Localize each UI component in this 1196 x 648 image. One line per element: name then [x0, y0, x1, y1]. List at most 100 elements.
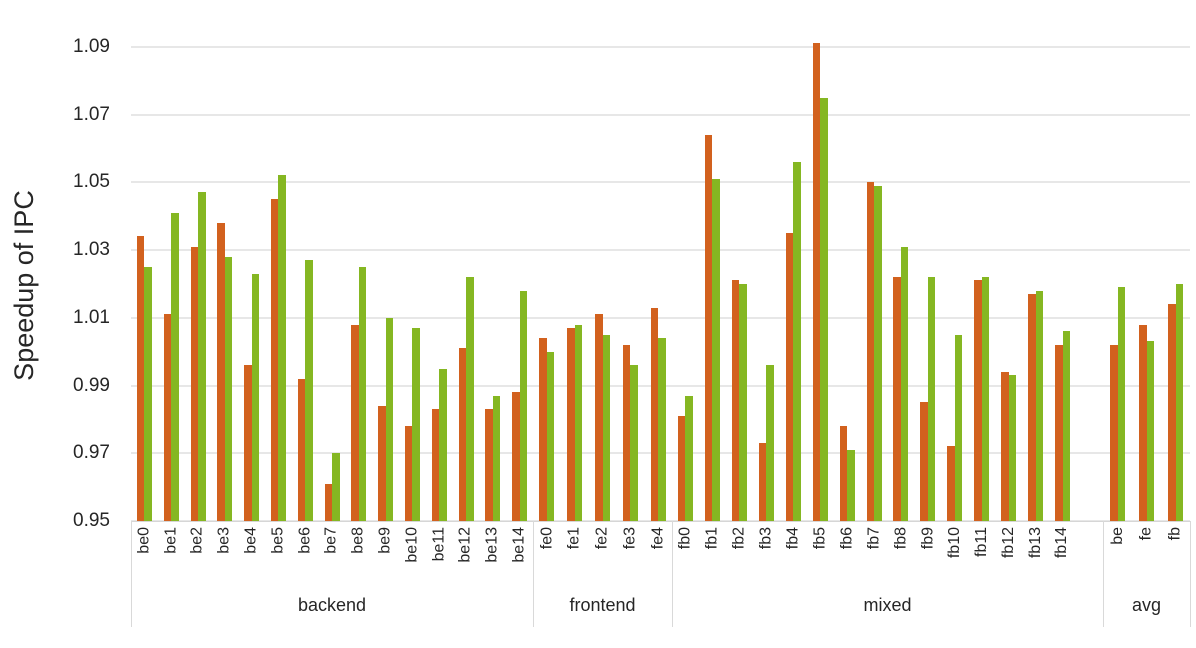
category-label: fb	[1166, 527, 1184, 541]
category-label: be0	[135, 527, 153, 554]
bar-green-fb4	[793, 161, 801, 521]
y-tick-label: 0.99	[73, 374, 110, 396]
bar-orange-be10	[404, 426, 413, 521]
bar-orange-be8	[351, 324, 359, 521]
y-axis-title-text: Speedup of IPC	[8, 189, 39, 381]
bar-orange-be6	[297, 378, 306, 521]
category-label: fb0	[676, 527, 694, 550]
bar-green-fe2	[602, 334, 610, 521]
category-label: be5	[269, 527, 287, 554]
group-separator	[672, 521, 673, 627]
y-tick-label: 1.07	[73, 103, 110, 125]
group-separator	[1190, 521, 1191, 627]
bar-green-fb5	[820, 97, 828, 521]
category-label: be1	[162, 527, 180, 554]
bar-orange-be4	[244, 365, 252, 521]
bar-orange-fb5	[812, 43, 821, 521]
category-label: fb5	[811, 527, 829, 550]
bar-green-be6	[305, 260, 313, 521]
bar-orange-fb4	[785, 233, 794, 521]
group-separator	[1103, 521, 1104, 627]
gridline	[131, 249, 1190, 251]
bar-green-fe0	[546, 351, 555, 521]
bar-green-be3	[224, 256, 233, 521]
bar-green-be13	[492, 395, 501, 521]
category-label: fb13	[1026, 527, 1044, 559]
category-label: fe3	[621, 527, 639, 550]
bar-green-fb2	[739, 283, 747, 521]
bar-green-fb0	[685, 395, 693, 521]
category-label: be	[1108, 527, 1126, 545]
bar-green-fb3	[766, 365, 774, 521]
category-label: fb4	[784, 527, 802, 550]
bar-orange-be9	[378, 405, 386, 521]
bar-orange-fb10	[947, 446, 955, 521]
bar-green-fb12	[1008, 375, 1017, 521]
bar-green-fb11	[981, 277, 990, 521]
category-label: be2	[189, 527, 206, 554]
gridline	[131, 316, 1190, 319]
group-separator	[131, 521, 132, 627]
y-tick-label: 1.01	[73, 306, 110, 328]
category-label: fe1	[565, 527, 583, 550]
x-axis-line	[131, 521, 1190, 522]
bar-green-fb14	[1062, 331, 1071, 521]
category-label: fb10	[945, 527, 963, 559]
category-label: fb2	[730, 527, 748, 550]
bar-green-be14	[519, 290, 528, 521]
y-tick-label: 1.05	[73, 171, 110, 193]
bar-orange-fb14	[1055, 344, 1063, 521]
bar-orange-fb8	[893, 277, 901, 521]
bar-green-be4	[251, 273, 260, 521]
bar-green-be2	[198, 192, 206, 521]
category-label: be3	[215, 527, 233, 554]
category-label: be10	[403, 527, 421, 563]
bar-orange-be7	[324, 483, 332, 521]
category-label: be13	[483, 527, 501, 563]
category-label: be7	[323, 527, 340, 554]
bar-green-fb8	[900, 246, 909, 521]
category-label: be6	[296, 527, 314, 554]
bar-orange-fe2	[595, 314, 603, 521]
category-label: fb3	[757, 527, 775, 550]
bar-orange-fb1	[704, 134, 713, 521]
bar-orange-fb6	[839, 426, 848, 521]
category-label: fe0	[537, 527, 555, 550]
bar-orange-fe4	[650, 307, 659, 521]
bar-orange-be12	[458, 348, 466, 521]
category-label: fe4	[649, 527, 667, 550]
bar-orange-be3	[217, 222, 225, 521]
bar-orange-fb0	[677, 415, 686, 521]
bar-green-be11	[439, 368, 447, 521]
bar-orange-fe3	[622, 344, 631, 521]
bar-green-fb13	[1035, 290, 1044, 521]
group-separator	[533, 521, 534, 627]
bar-orange-fb3	[758, 443, 767, 521]
group-label: frontend	[569, 595, 636, 615]
bar-orange-be5	[270, 199, 279, 521]
group-label: avg	[1131, 595, 1162, 615]
bar-green-be12	[466, 277, 474, 521]
bar-orange-fe1	[567, 327, 575, 521]
gridline	[131, 113, 1190, 116]
y-tick-label: 0.97	[73, 442, 110, 464]
bar-orange-be0	[136, 236, 145, 521]
category-label: fb14	[1053, 527, 1071, 559]
bar-orange-fb7	[866, 182, 875, 521]
bar-green-be1	[171, 212, 179, 521]
category-label: fb6	[838, 527, 856, 550]
bar-green-be10	[412, 327, 420, 521]
category-label: fb12	[999, 527, 1017, 559]
group-label: mixed	[863, 595, 912, 615]
bar-green-fb7	[874, 185, 882, 521]
bar-orange-fb9	[920, 402, 928, 521]
category-label: fb11	[972, 527, 990, 557]
bar-orange-be11	[431, 409, 440, 521]
bar-green-fe3	[630, 365, 638, 521]
bar-orange-be13	[485, 409, 493, 521]
bar-orange-be2	[190, 246, 198, 521]
category-label: be11	[430, 527, 448, 562]
bar-green-fe	[1146, 341, 1154, 521]
bar-green-fb9	[927, 277, 936, 521]
